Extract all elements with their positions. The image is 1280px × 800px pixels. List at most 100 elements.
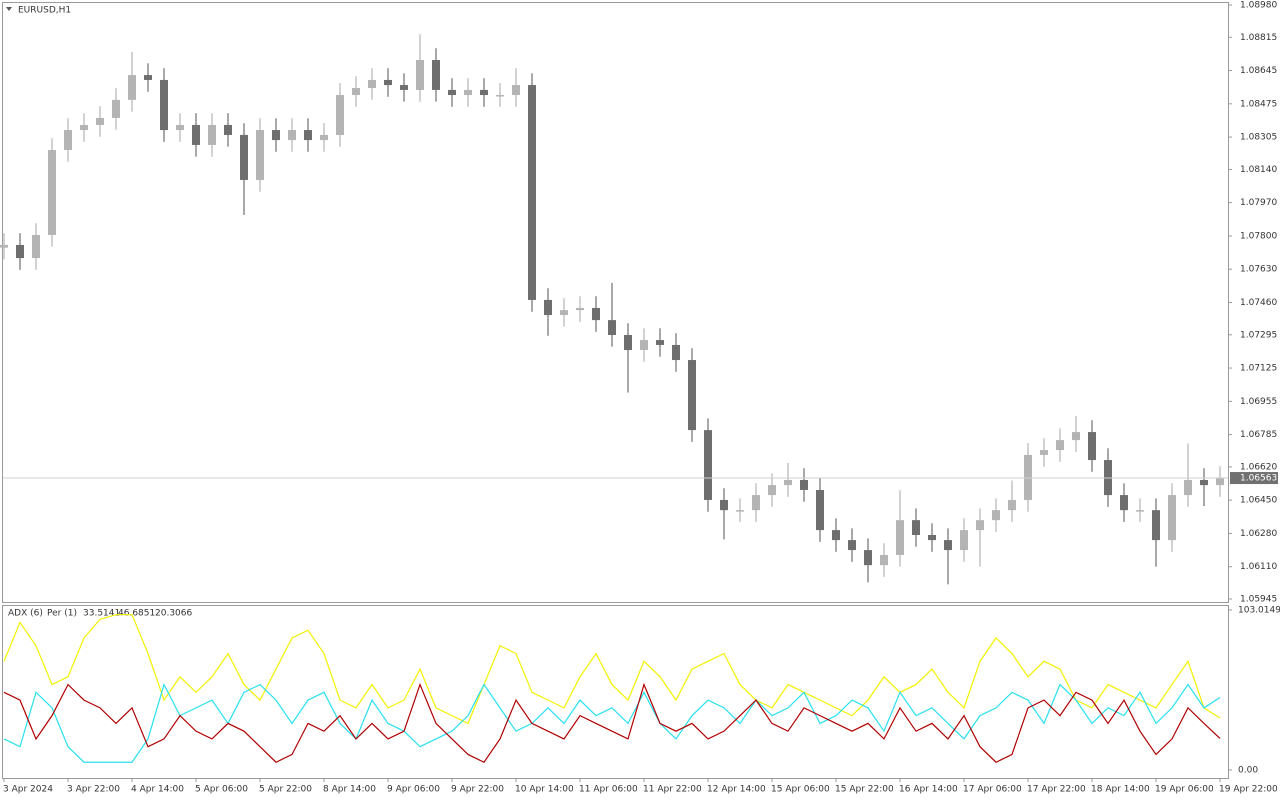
candle-body bbox=[64, 130, 72, 151]
candle-body bbox=[576, 307, 584, 311]
x-tick-label: 11 Apr 06:00 bbox=[579, 785, 638, 795]
candle-body bbox=[1200, 480, 1208, 486]
candle-body bbox=[592, 307, 600, 321]
candle-body bbox=[960, 530, 968, 551]
candle-body bbox=[224, 124, 232, 135]
y-tick-label: 1.06450 bbox=[1240, 496, 1277, 506]
x-tick-label: 5 Apr 06:00 bbox=[195, 785, 248, 795]
y-tick-label: 1.06620 bbox=[1240, 462, 1277, 472]
candle-body bbox=[816, 489, 824, 531]
x-tick-label: 17 Apr 06:00 bbox=[963, 785, 1022, 795]
x-tick-label: 19 Apr 22:00 bbox=[1219, 785, 1278, 795]
candle-body bbox=[256, 130, 264, 180]
candle-body bbox=[688, 360, 696, 431]
x-tick-label: 3 Apr 22:00 bbox=[67, 785, 120, 795]
candle-body bbox=[288, 130, 296, 141]
y-tick-label: 1.07295 bbox=[1240, 330, 1277, 340]
candle-body bbox=[400, 85, 408, 90]
y-tick-label: 1.07630 bbox=[1240, 265, 1277, 275]
indicator-line bbox=[3, 614, 1221, 725]
candle-body bbox=[912, 520, 920, 536]
candle-body bbox=[1008, 499, 1016, 511]
x-tick-label: 8 Apr 14:00 bbox=[323, 785, 376, 795]
y-tick-label: 1.06110 bbox=[1240, 562, 1277, 572]
candle-body bbox=[848, 540, 856, 551]
y-tick-label: 0.00 bbox=[1238, 766, 1258, 776]
x-tick-label: 11 Apr 22:00 bbox=[643, 785, 702, 795]
indicator-value: 46.6851 bbox=[118, 609, 155, 619]
y-tick-label: 1.07460 bbox=[1240, 298, 1277, 308]
indicator-params: Per (1) bbox=[47, 609, 77, 619]
price-panel bbox=[2, 2, 1229, 603]
candle-body bbox=[896, 520, 904, 555]
indicator-value: 33.5141 bbox=[83, 609, 120, 619]
candle-body bbox=[368, 79, 376, 88]
candle-body bbox=[432, 59, 440, 90]
x-tick-label: 17 Apr 22:00 bbox=[1027, 785, 1086, 795]
y-tick-label: 1.08305 bbox=[1240, 133, 1277, 143]
candle-body bbox=[304, 130, 312, 141]
y-tick-label: 1.08475 bbox=[1240, 99, 1277, 109]
candle-body bbox=[240, 134, 248, 180]
indicator-title: ADX (6) bbox=[8, 609, 43, 619]
candle-body bbox=[32, 234, 40, 259]
candle-body bbox=[864, 550, 872, 566]
indicator-panel bbox=[2, 605, 1229, 779]
candle-body bbox=[832, 530, 840, 541]
candle-body bbox=[48, 150, 56, 235]
candle-body bbox=[512, 85, 520, 96]
candle-body bbox=[704, 430, 712, 500]
last-price-label: 1.06563 bbox=[1240, 474, 1277, 484]
candle-body bbox=[1168, 495, 1176, 541]
candle-body bbox=[928, 535, 936, 541]
candle-body bbox=[656, 340, 664, 345]
candle-body bbox=[784, 480, 792, 486]
candle-body bbox=[320, 134, 328, 141]
x-tick-label: 18 Apr 14:00 bbox=[1091, 785, 1150, 795]
symbol-title: EURUSD,H1 bbox=[18, 6, 71, 16]
y-tick-label: 1.08815 bbox=[1240, 33, 1277, 43]
candle-body bbox=[1056, 440, 1064, 451]
y-tick-label: 1.06280 bbox=[1240, 529, 1277, 539]
x-tick-label: 15 Apr 06:00 bbox=[771, 785, 830, 795]
candle-body bbox=[736, 510, 744, 512]
candle-body bbox=[544, 299, 552, 316]
y-tick-label: 1.07970 bbox=[1240, 198, 1277, 208]
candle-body bbox=[496, 95, 504, 97]
indicator-line bbox=[3, 682, 1221, 763]
candle-body bbox=[1088, 432, 1096, 461]
last-price-box bbox=[1230, 472, 1278, 485]
candle-body bbox=[192, 124, 200, 145]
x-tick-label: 12 Apr 14:00 bbox=[707, 785, 766, 795]
candle-body bbox=[992, 510, 1000, 521]
candle-body bbox=[144, 75, 152, 80]
candle-body bbox=[944, 540, 952, 551]
y-tick-label: 1.07800 bbox=[1240, 231, 1277, 241]
candle-body bbox=[112, 99, 120, 118]
candle-body bbox=[80, 124, 88, 131]
candle-body bbox=[624, 334, 632, 351]
candle-body bbox=[560, 310, 568, 316]
candle-body bbox=[416, 59, 424, 90]
candle-body bbox=[1216, 478, 1224, 486]
candle-body bbox=[720, 499, 728, 511]
candle-body bbox=[16, 244, 24, 259]
candle-body bbox=[672, 344, 680, 361]
candle-body bbox=[528, 85, 536, 300]
candle-body bbox=[208, 124, 216, 145]
candle-body bbox=[752, 495, 760, 511]
y-tick-label: 1.07125 bbox=[1240, 364, 1277, 374]
candle-body bbox=[352, 87, 360, 96]
x-tick-label: 9 Apr 06:00 bbox=[387, 785, 440, 795]
candle-body bbox=[880, 554, 888, 566]
candle-body bbox=[96, 117, 104, 125]
x-tick-label: 19 Apr 06:00 bbox=[1155, 785, 1214, 795]
candle-body bbox=[0, 244, 8, 248]
candle-body bbox=[1072, 432, 1080, 441]
y-tick-label: 1.08645 bbox=[1240, 66, 1277, 76]
candle-body bbox=[384, 79, 392, 86]
y-tick-label: 1.06785 bbox=[1240, 430, 1277, 440]
menu-arrow[interactable] bbox=[6, 7, 12, 11]
